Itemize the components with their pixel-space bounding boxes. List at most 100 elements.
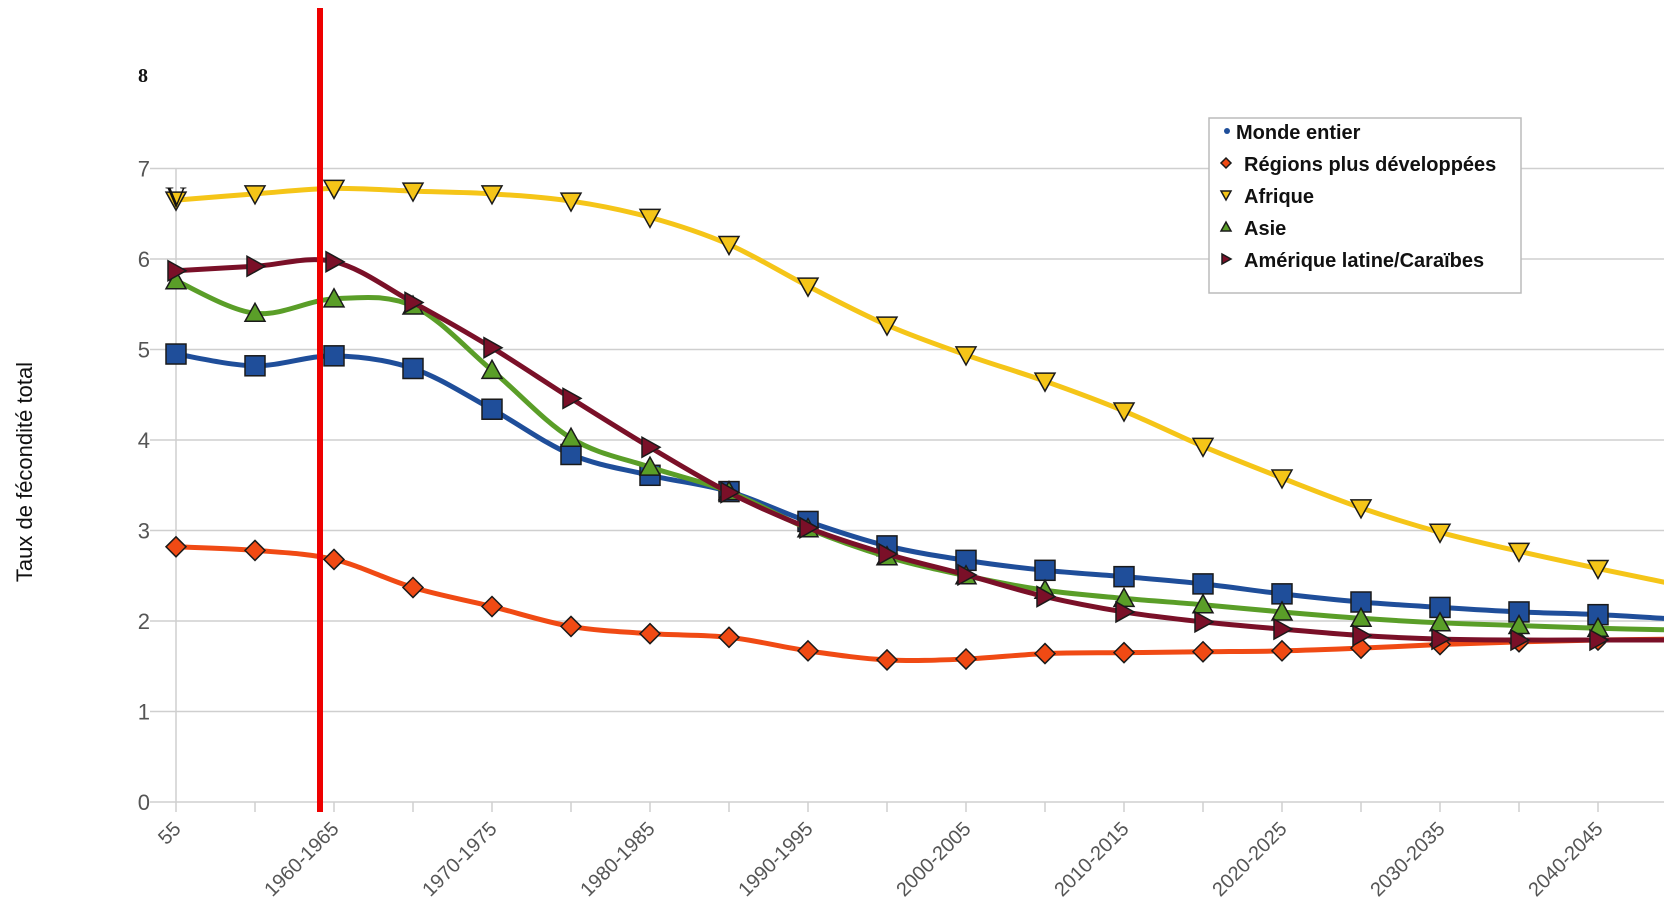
data-point [1431, 627, 1452, 651]
y-tick-label: 6 [138, 247, 150, 272]
series-line [173, 185, 1664, 585]
data-point [481, 398, 503, 420]
data-point [401, 182, 425, 203]
y-axis-ticks: 0 1 2 3 4 5 6 7 8 [138, 65, 150, 815]
data-point [1112, 641, 1136, 664]
data-point [1033, 372, 1057, 393]
data-point [480, 358, 504, 380]
data-point [480, 185, 504, 206]
data-point [1273, 617, 1294, 641]
data-point [1349, 499, 1373, 520]
y-tick-label: 1 [138, 700, 150, 725]
data-point [164, 535, 188, 558]
data-point [246, 254, 267, 278]
data-point [1507, 542, 1531, 563]
data-point [799, 516, 820, 540]
x-axis-ticks: 55 1960-1965 1970-1975 1980-1985 1990-1995 20… [154, 802, 1608, 901]
data-point [638, 455, 662, 476]
data-point [1586, 559, 1610, 581]
data-point [401, 576, 425, 599]
data-point [1510, 628, 1531, 652]
data-point [322, 548, 346, 571]
data-point [1036, 585, 1057, 608]
data-point [1034, 559, 1056, 582]
data-point [796, 639, 820, 662]
data-point [1219, 156, 1233, 170]
data-point [720, 481, 741, 504]
data-point [1507, 613, 1531, 635]
series-4 [167, 250, 1664, 652]
y-tick-label: 8 [138, 65, 148, 87]
data-point [167, 259, 188, 283]
data-point [717, 626, 741, 649]
series-2 [164, 179, 1664, 585]
y-tick-label: 3 [138, 519, 150, 544]
x-tick-label: 55 [154, 818, 185, 849]
legend-label: Amérique latine/Caraïbes [1244, 250, 1484, 272]
data-point [1191, 437, 1215, 458]
data-point [559, 426, 583, 447]
stray-marker-glyph: V [165, 181, 187, 214]
series-1 [164, 535, 1664, 671]
data-point [638, 622, 662, 645]
series-3 [164, 269, 1664, 637]
data-point [1033, 642, 1057, 665]
data-point [1349, 606, 1373, 628]
data-point [562, 387, 583, 410]
data-point [875, 316, 899, 337]
data-point [1352, 624, 1373, 647]
data-point [1191, 593, 1215, 614]
data-point [875, 648, 899, 671]
data-point [1270, 600, 1294, 621]
data-point [559, 192, 583, 213]
legend-label: Asie [1244, 218, 1286, 240]
y-tick-label: 7 [138, 157, 150, 182]
data-point [322, 287, 346, 308]
data-point [1270, 469, 1294, 490]
data-point [322, 179, 346, 200]
data-point [1192, 573, 1214, 595]
legend-label: Monde entier [1236, 122, 1361, 144]
data-point [323, 345, 345, 367]
legend-swatch [1224, 128, 1230, 134]
series-0 [165, 343, 1664, 626]
x-tick-label: 2040-2045 [1524, 818, 1607, 901]
data-point [483, 336, 504, 359]
data-point [717, 235, 741, 257]
data-point [480, 595, 504, 618]
data-point [954, 346, 978, 367]
data-point [878, 542, 899, 566]
series-line [173, 278, 1664, 633]
data-point [165, 343, 187, 365]
data-point [796, 277, 820, 298]
y-tick-label: 4 [138, 428, 150, 453]
series-layer [164, 179, 1664, 671]
data-point [1270, 639, 1294, 662]
data-point [560, 443, 582, 466]
data-point [164, 191, 188, 212]
data-point [404, 291, 425, 314]
data-point [957, 563, 978, 587]
series-line [173, 351, 1664, 621]
x-tick-label: 1980-1985 [576, 818, 659, 901]
data-point [244, 355, 266, 377]
data-point [1194, 610, 1215, 634]
data-point [954, 647, 978, 671]
y-tick-label: 5 [138, 338, 150, 363]
data-point [1221, 252, 1233, 266]
data-point [402, 357, 424, 380]
y-axis-label: Taux de fécondité total [12, 362, 37, 582]
legend: Monde entier Régions plus développées Afri… [1208, 117, 1522, 294]
x-tick-label: 2010-2015 [1050, 818, 1133, 901]
data-point [1191, 640, 1215, 663]
x-tick-label: 1970-1975 [418, 818, 501, 901]
legend-label: Régions plus développées [1244, 154, 1496, 176]
legend-label: Afrique [1244, 186, 1314, 208]
data-point [641, 435, 662, 459]
data-point [559, 615, 583, 638]
x-tick-label: 2030-2035 [1366, 818, 1449, 901]
data-point [243, 301, 267, 323]
data-point [1115, 600, 1136, 624]
x-tick-label: 1990-1995 [734, 818, 817, 901]
